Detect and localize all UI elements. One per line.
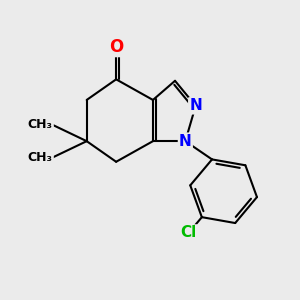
Text: CH₃: CH₃ <box>28 118 53 131</box>
Text: CH₃: CH₃ <box>28 151 53 164</box>
Text: N: N <box>179 134 192 149</box>
Text: O: O <box>109 38 123 56</box>
Text: N: N <box>189 98 202 113</box>
Text: Cl: Cl <box>181 226 197 241</box>
